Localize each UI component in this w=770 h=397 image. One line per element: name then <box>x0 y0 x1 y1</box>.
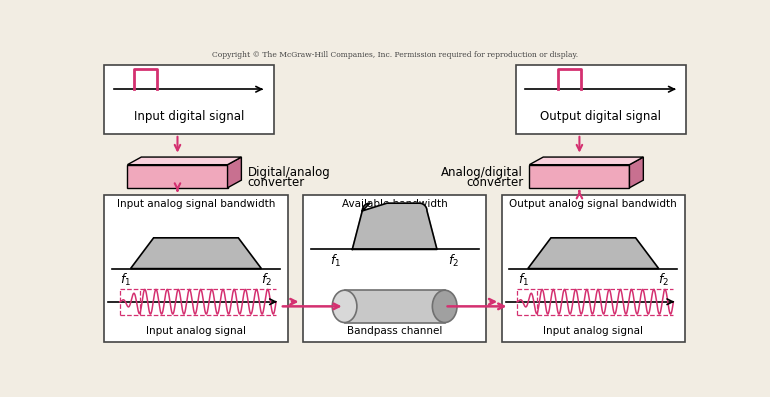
Text: Analog/digital: Analog/digital <box>441 166 524 179</box>
Text: Input analog signal: Input analog signal <box>544 326 643 335</box>
Text: Digital/analog: Digital/analog <box>248 166 330 179</box>
Text: $f_1$: $f_1$ <box>517 272 529 288</box>
Polygon shape <box>228 157 242 188</box>
Polygon shape <box>530 157 643 165</box>
Text: $f_2$: $f_2$ <box>260 272 272 288</box>
Text: Input analog signal: Input analog signal <box>146 326 246 335</box>
Text: Input digital signal: Input digital signal <box>134 110 244 123</box>
Polygon shape <box>352 203 437 249</box>
Bar <box>502 195 685 342</box>
Text: converter: converter <box>248 175 305 189</box>
Bar <box>303 195 487 342</box>
Text: Copyright © The McGraw-Hill Companies, Inc. Permission required for reproduction: Copyright © The McGraw-Hill Companies, I… <box>212 51 578 59</box>
Text: converter: converter <box>466 175 524 189</box>
Polygon shape <box>530 165 630 188</box>
Text: $f_2$: $f_2$ <box>448 252 460 268</box>
Polygon shape <box>345 290 445 322</box>
Text: $f_1$: $f_1$ <box>120 272 132 288</box>
Bar <box>516 65 687 134</box>
Text: Bandpass channel: Bandpass channel <box>347 326 442 336</box>
Text: Output digital signal: Output digital signal <box>541 110 661 123</box>
Polygon shape <box>528 238 659 269</box>
Ellipse shape <box>433 290 457 322</box>
Text: $f_1$: $f_1$ <box>330 252 341 268</box>
Bar <box>104 65 274 134</box>
Text: Available bandwidth: Available bandwidth <box>342 199 447 209</box>
Polygon shape <box>630 157 643 188</box>
Polygon shape <box>128 157 242 165</box>
Text: $f_2$: $f_2$ <box>658 272 669 288</box>
Text: Input analog signal bandwidth: Input analog signal bandwidth <box>117 199 275 209</box>
Polygon shape <box>128 165 228 188</box>
Bar <box>104 195 287 342</box>
Polygon shape <box>130 238 262 269</box>
Ellipse shape <box>333 290 357 322</box>
Text: Output analog signal bandwidth: Output analog signal bandwidth <box>510 199 677 209</box>
